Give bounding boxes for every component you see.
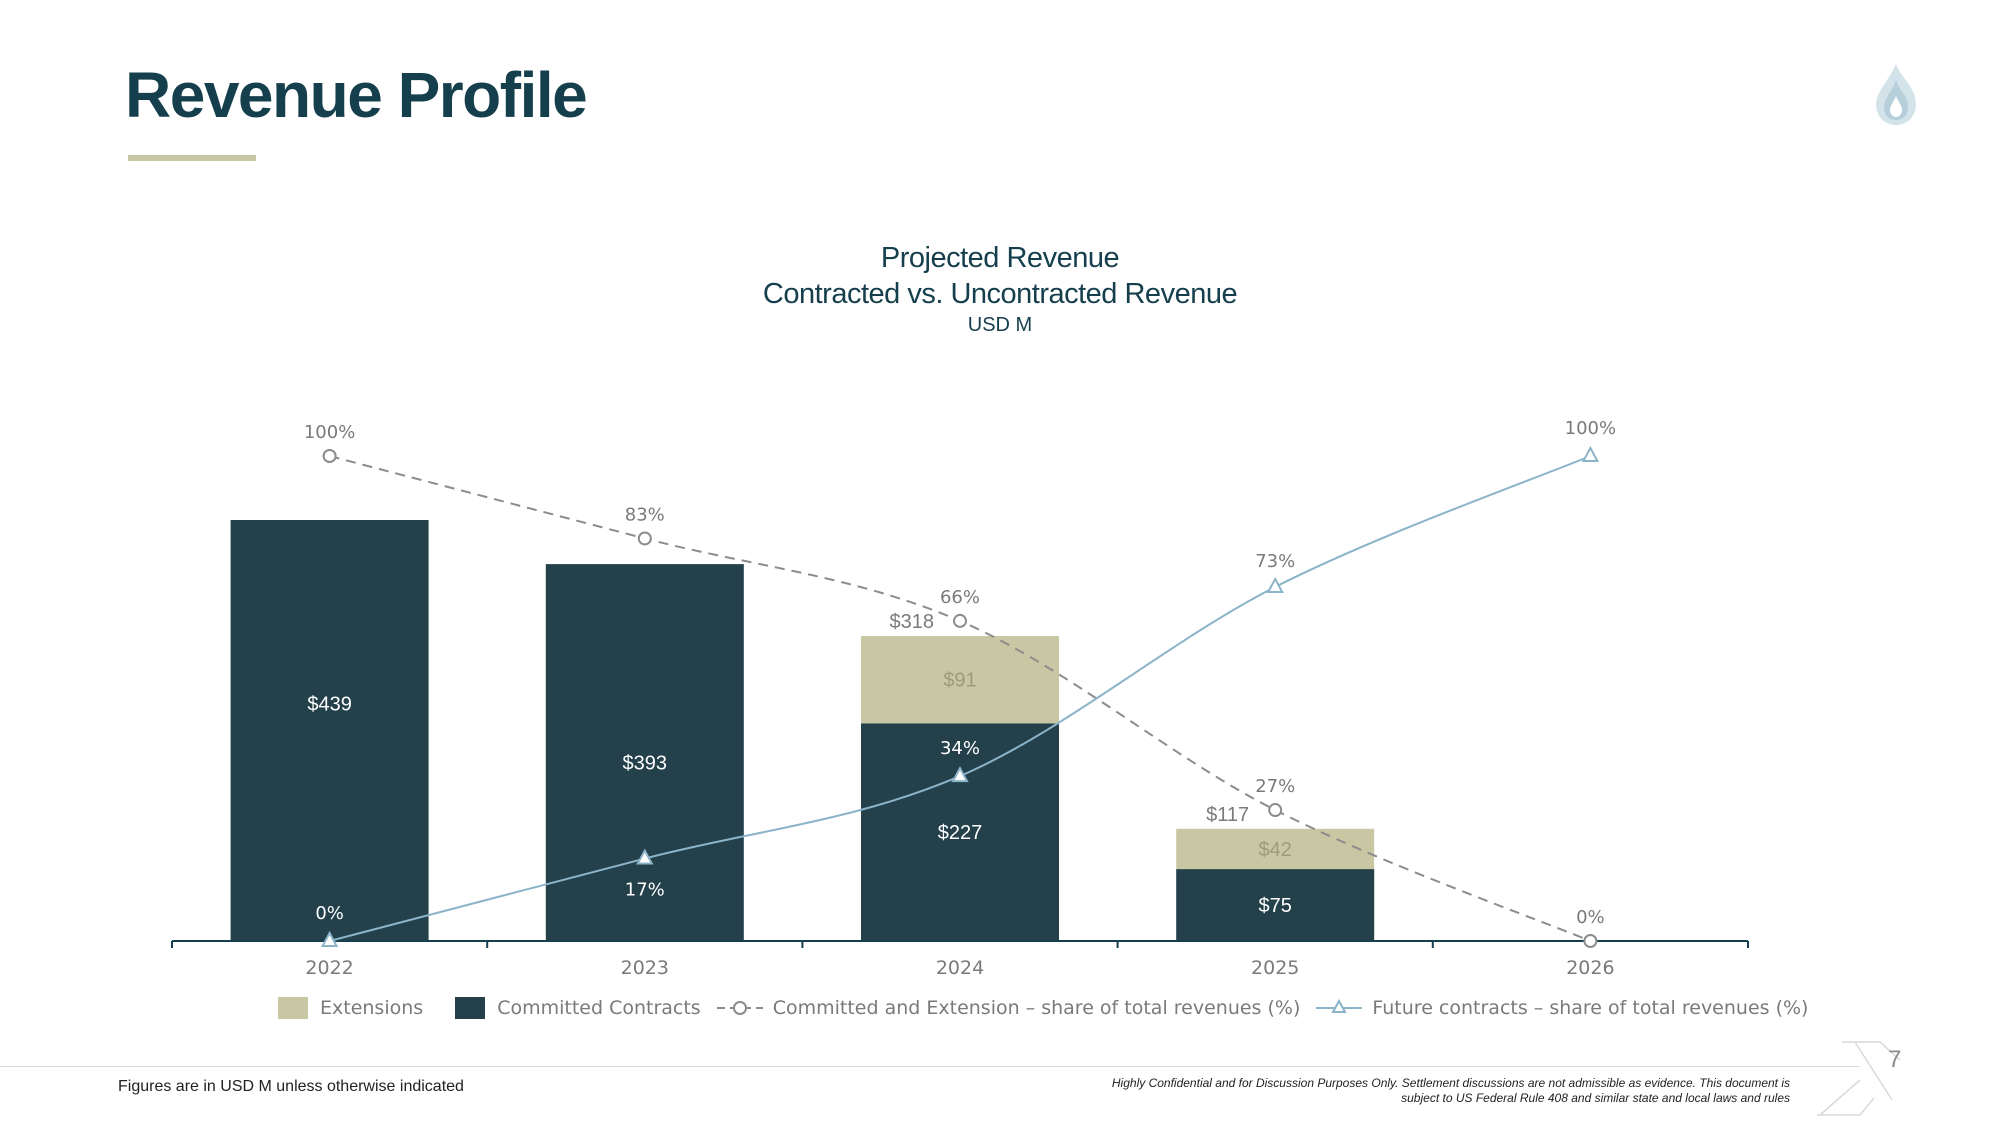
bar-committed-2025 bbox=[1176, 869, 1375, 941]
legend-swatch-committed bbox=[455, 997, 486, 1019]
legend-label-committed: Committed Contracts bbox=[497, 997, 701, 1019]
legend-item-future-share: Future contracts – share of total revenu… bbox=[1314, 997, 1808, 1019]
bar-extensions-2024 bbox=[861, 636, 1059, 724]
pct-label-future-2025: 73% bbox=[1255, 551, 1295, 572]
point-future-share-2023 bbox=[636, 848, 654, 865]
data-label-committed-2024: $227 bbox=[938, 822, 983, 844]
pct-label-committed-ext-2024: 66% bbox=[940, 587, 980, 608]
chart-subtitle: Contracted vs. Uncontracted Revenue bbox=[762, 278, 1238, 310]
footnote: Figures are in USD M unless otherwise in… bbox=[118, 1078, 464, 1095]
data-label-total-2025: $117 bbox=[1206, 804, 1249, 826]
data-label-extensions-2025: $42 bbox=[1259, 839, 1292, 861]
point-future-share-2024 bbox=[951, 765, 969, 783]
footer-divider bbox=[0, 1066, 1860, 1067]
legend-item-extensions: Extensions bbox=[278, 997, 423, 1019]
page-title: Revenue Profile bbox=[125, 59, 588, 131]
bar-committed-2022 bbox=[230, 520, 429, 941]
point-committed-ext-share-2025 bbox=[1268, 803, 1283, 818]
point-committed-ext-share-2026 bbox=[1583, 934, 1598, 948]
x-tick-label-2023: 2023 bbox=[621, 957, 669, 979]
bar-extensions-2025 bbox=[1176, 828, 1375, 870]
point-committed-ext-share-2022 bbox=[322, 449, 337, 463]
chart-title-block: Projected Revenue Contracted vs. Uncontr… bbox=[500, 240, 1500, 338]
point-future-share-2026 bbox=[1581, 445, 1600, 462]
x-tick-label-2022: 2022 bbox=[305, 957, 353, 979]
legend-item-committed: Committed Contracts bbox=[455, 997, 701, 1019]
bar-committed-2023 bbox=[545, 564, 744, 941]
chart-unit-label: USD M bbox=[967, 314, 1033, 336]
data-label-committed-2025: $75 bbox=[1259, 895, 1292, 917]
pct-label-committed-ext-2025: 27% bbox=[1255, 776, 1295, 797]
pct-label-committed-ext-2023: 83% bbox=[625, 504, 665, 525]
flame-logo-icon bbox=[1876, 64, 1916, 125]
disclaimer-line-1: Highly Confidential and for Discussion P… bbox=[1111, 1076, 1790, 1090]
pct-label-future-2026: 100% bbox=[1565, 418, 1616, 439]
legend-label-extensions: Extensions bbox=[320, 997, 424, 1019]
point-future-share-2022 bbox=[320, 930, 339, 947]
disclaimer-line-2: subject to US Federal Rule 408 and simil… bbox=[1401, 1091, 1790, 1105]
data-label-committed-2023: $393 bbox=[623, 753, 668, 775]
legend-swatch-extensions bbox=[278, 997, 308, 1019]
legend-label-future-share: Future contracts – share of total revenu… bbox=[1372, 997, 1809, 1019]
data-label-extensions-2024: $91 bbox=[943, 670, 976, 692]
confidentiality-disclaimer: Highly Confidential and for Discussion P… bbox=[1010, 1076, 1790, 1106]
legend-line-circle-icon bbox=[716, 1001, 763, 1015]
point-future-share-2025 bbox=[1266, 576, 1284, 593]
pct-label-future-2022: 0% bbox=[315, 903, 344, 924]
bar-committed-2024 bbox=[861, 723, 1059, 941]
pct-label-future-2024: 34% bbox=[940, 738, 980, 759]
chart-legend: Extensions Committed Contracts Committed… bbox=[278, 997, 1822, 1019]
data-label-total-2024: $318 bbox=[890, 611, 935, 633]
legend-label-committed-ext-share: Committed and Extension – share of total… bbox=[772, 997, 1301, 1019]
x-tick-label-2026: 2026 bbox=[1566, 957, 1614, 979]
point-committed-ext-share-2023 bbox=[637, 531, 652, 546]
legend-line-triangle-icon bbox=[1316, 998, 1363, 1013]
data-label-committed-2022: $439 bbox=[307, 694, 352, 716]
corner-decoration-icon bbox=[1817, 1041, 1901, 1116]
pct-label-future-2023: 17% bbox=[625, 880, 665, 901]
point-committed-ext-share-2024 bbox=[953, 613, 967, 628]
pct-label-committed-ext-2026: 0% bbox=[1576, 907, 1605, 928]
pct-label-committed-ext-2022: 100% bbox=[304, 422, 355, 443]
page-number: 7 bbox=[1888, 1046, 1902, 1073]
title-underline bbox=[128, 155, 256, 161]
x-tick-label-2025: 2025 bbox=[1251, 957, 1299, 979]
legend-item-committed-ext-share: Committed and Extension – share of total… bbox=[715, 997, 1301, 1019]
x-tick-label-2024: 2024 bbox=[936, 957, 984, 979]
chart-title: Projected Revenue bbox=[880, 242, 1120, 274]
